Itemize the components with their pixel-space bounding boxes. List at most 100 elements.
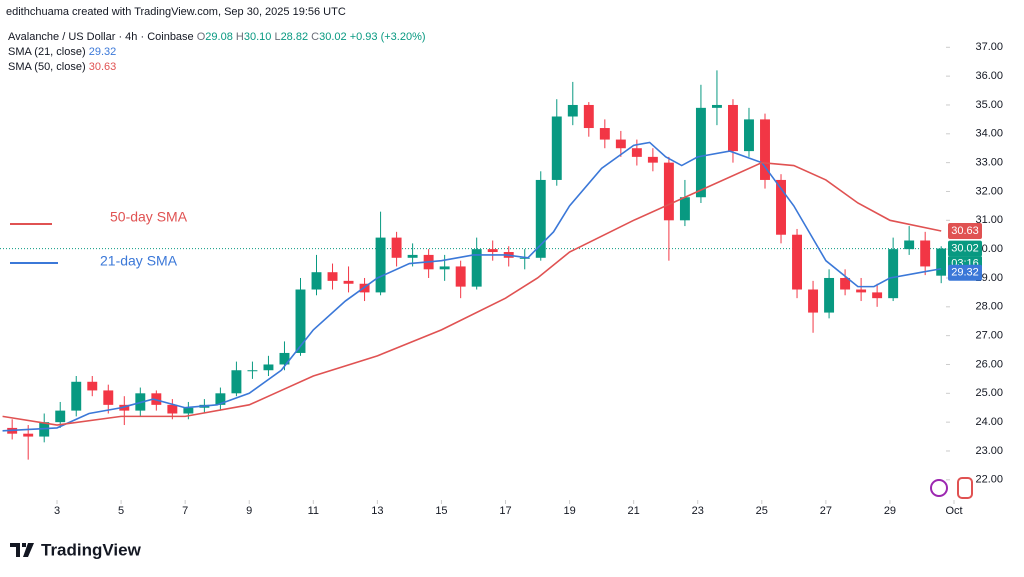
price-tag	[948, 240, 982, 257]
candle-body	[391, 237, 402, 258]
y-tick-label: 29.00	[975, 272, 1003, 284]
y-tick-label: 31.00	[975, 214, 1003, 226]
x-tick-label: 29	[884, 505, 896, 517]
y-tick-label: 33.00	[975, 157, 1003, 169]
candle-body	[55, 410, 66, 423]
candle-body	[535, 179, 546, 258]
candle-body	[824, 277, 835, 313]
candle-body	[567, 104, 578, 117]
candle-body	[792, 234, 803, 290]
candle-body	[167, 404, 178, 414]
y-tick-label: 34.00	[975, 128, 1003, 140]
y-tick-label: 36.00	[975, 70, 1003, 82]
y-tick-label: 23.00	[975, 445, 1003, 457]
x-tick-label: 25	[756, 505, 768, 517]
candle-body	[343, 280, 354, 284]
y-tick-label: 25.00	[975, 387, 1003, 399]
y-tick-label: 22.00	[975, 474, 1003, 486]
candle-body	[183, 407, 194, 414]
sma-line	[2, 141, 942, 432]
candle-body	[840, 277, 851, 290]
legend-sma21: SMA (21, close) 29.32	[8, 46, 116, 58]
price-tag-label: 30.63	[951, 225, 979, 237]
candle-body	[215, 393, 226, 405]
candle-body	[728, 104, 738, 152]
candle-body	[455, 266, 466, 287]
candle-body	[936, 248, 946, 276]
x-tick-label: 3	[54, 505, 60, 517]
x-tick-label: 21	[628, 505, 640, 517]
candle-body	[375, 237, 386, 293]
x-tick-label: Oct	[945, 505, 962, 517]
candle-body	[487, 249, 498, 253]
candle-body	[872, 292, 883, 299]
candle-body	[776, 179, 786, 235]
q-value: 30.02	[319, 31, 347, 43]
annotation: 21-day SMA	[100, 253, 178, 269]
x-tick-label: 13	[371, 505, 383, 517]
candle-body	[760, 119, 770, 180]
candle-body	[247, 370, 258, 372]
q-label: C	[311, 31, 319, 43]
icon	[930, 479, 948, 497]
logo: TradingView	[10, 540, 142, 559]
x-tick-label: 7	[182, 505, 188, 517]
legend-sma50: SMA (50, close) 30.63	[8, 61, 116, 73]
y-tick-label: 28.00	[975, 301, 1003, 313]
q-label: O	[197, 31, 206, 43]
y-tick-label: 35.00	[975, 99, 1003, 111]
sma-line	[2, 161, 942, 426]
candle-body	[647, 156, 658, 163]
y-tick-label: 30.00	[975, 243, 1003, 255]
candle-body	[119, 404, 130, 411]
price-tag	[948, 222, 982, 239]
candle-body	[679, 197, 690, 221]
candle-body	[631, 148, 642, 157]
x-tick-label: 27	[820, 505, 832, 517]
candle-body	[856, 289, 867, 293]
candle-body	[599, 128, 610, 140]
legend-name: SMA (21, close)	[8, 46, 86, 58]
quote-line: Avalanche / US Dollar · 4h · Coinbase O2…	[8, 31, 426, 43]
candle-body	[103, 390, 114, 405]
price-tag-label: 30.02	[951, 242, 979, 254]
candle-body	[327, 272, 338, 281]
y-tick-label: 37.00	[975, 41, 1003, 53]
candle-body	[920, 240, 931, 267]
candle-body	[808, 289, 819, 313]
x-tick-label: 15	[435, 505, 447, 517]
q-label: H	[236, 31, 244, 43]
y-tick-label: 27.00	[975, 330, 1003, 342]
candle-body	[311, 272, 322, 290]
x-tick-label: 9	[246, 505, 252, 517]
x-tick-label: 5	[118, 505, 124, 517]
candle-body	[295, 289, 306, 353]
price-tag	[948, 264, 982, 281]
candle-body	[695, 107, 706, 198]
credit: edithchuama created with TradingView.com…	[6, 6, 346, 18]
candle-body	[471, 249, 482, 287]
x-tick-label: 17	[499, 505, 511, 517]
q-value: 30.10	[244, 31, 272, 43]
candle-body	[263, 364, 274, 371]
candle-body	[439, 266, 450, 270]
candle-body	[583, 104, 594, 129]
annotation: 50-day SMA	[110, 209, 188, 225]
brand: TradingView	[41, 540, 142, 559]
plot	[0, 70, 946, 460]
legend-value: 30.63	[89, 61, 117, 73]
icon	[957, 477, 973, 499]
x-tick-label: 23	[692, 505, 704, 517]
candle-body	[888, 249, 899, 299]
y-tick-label: 26.00	[975, 358, 1003, 370]
candle-body	[663, 162, 674, 221]
y-tick-label: 24.00	[975, 416, 1003, 428]
candle-body	[151, 393, 162, 405]
candle-body	[71, 381, 82, 411]
y-tick-label: 32.00	[975, 185, 1003, 197]
candle-body	[744, 119, 754, 152]
legend-value: 29.32	[89, 46, 117, 58]
candle-body	[615, 139, 626, 149]
legend-name: SMA (50, close)	[8, 61, 86, 73]
